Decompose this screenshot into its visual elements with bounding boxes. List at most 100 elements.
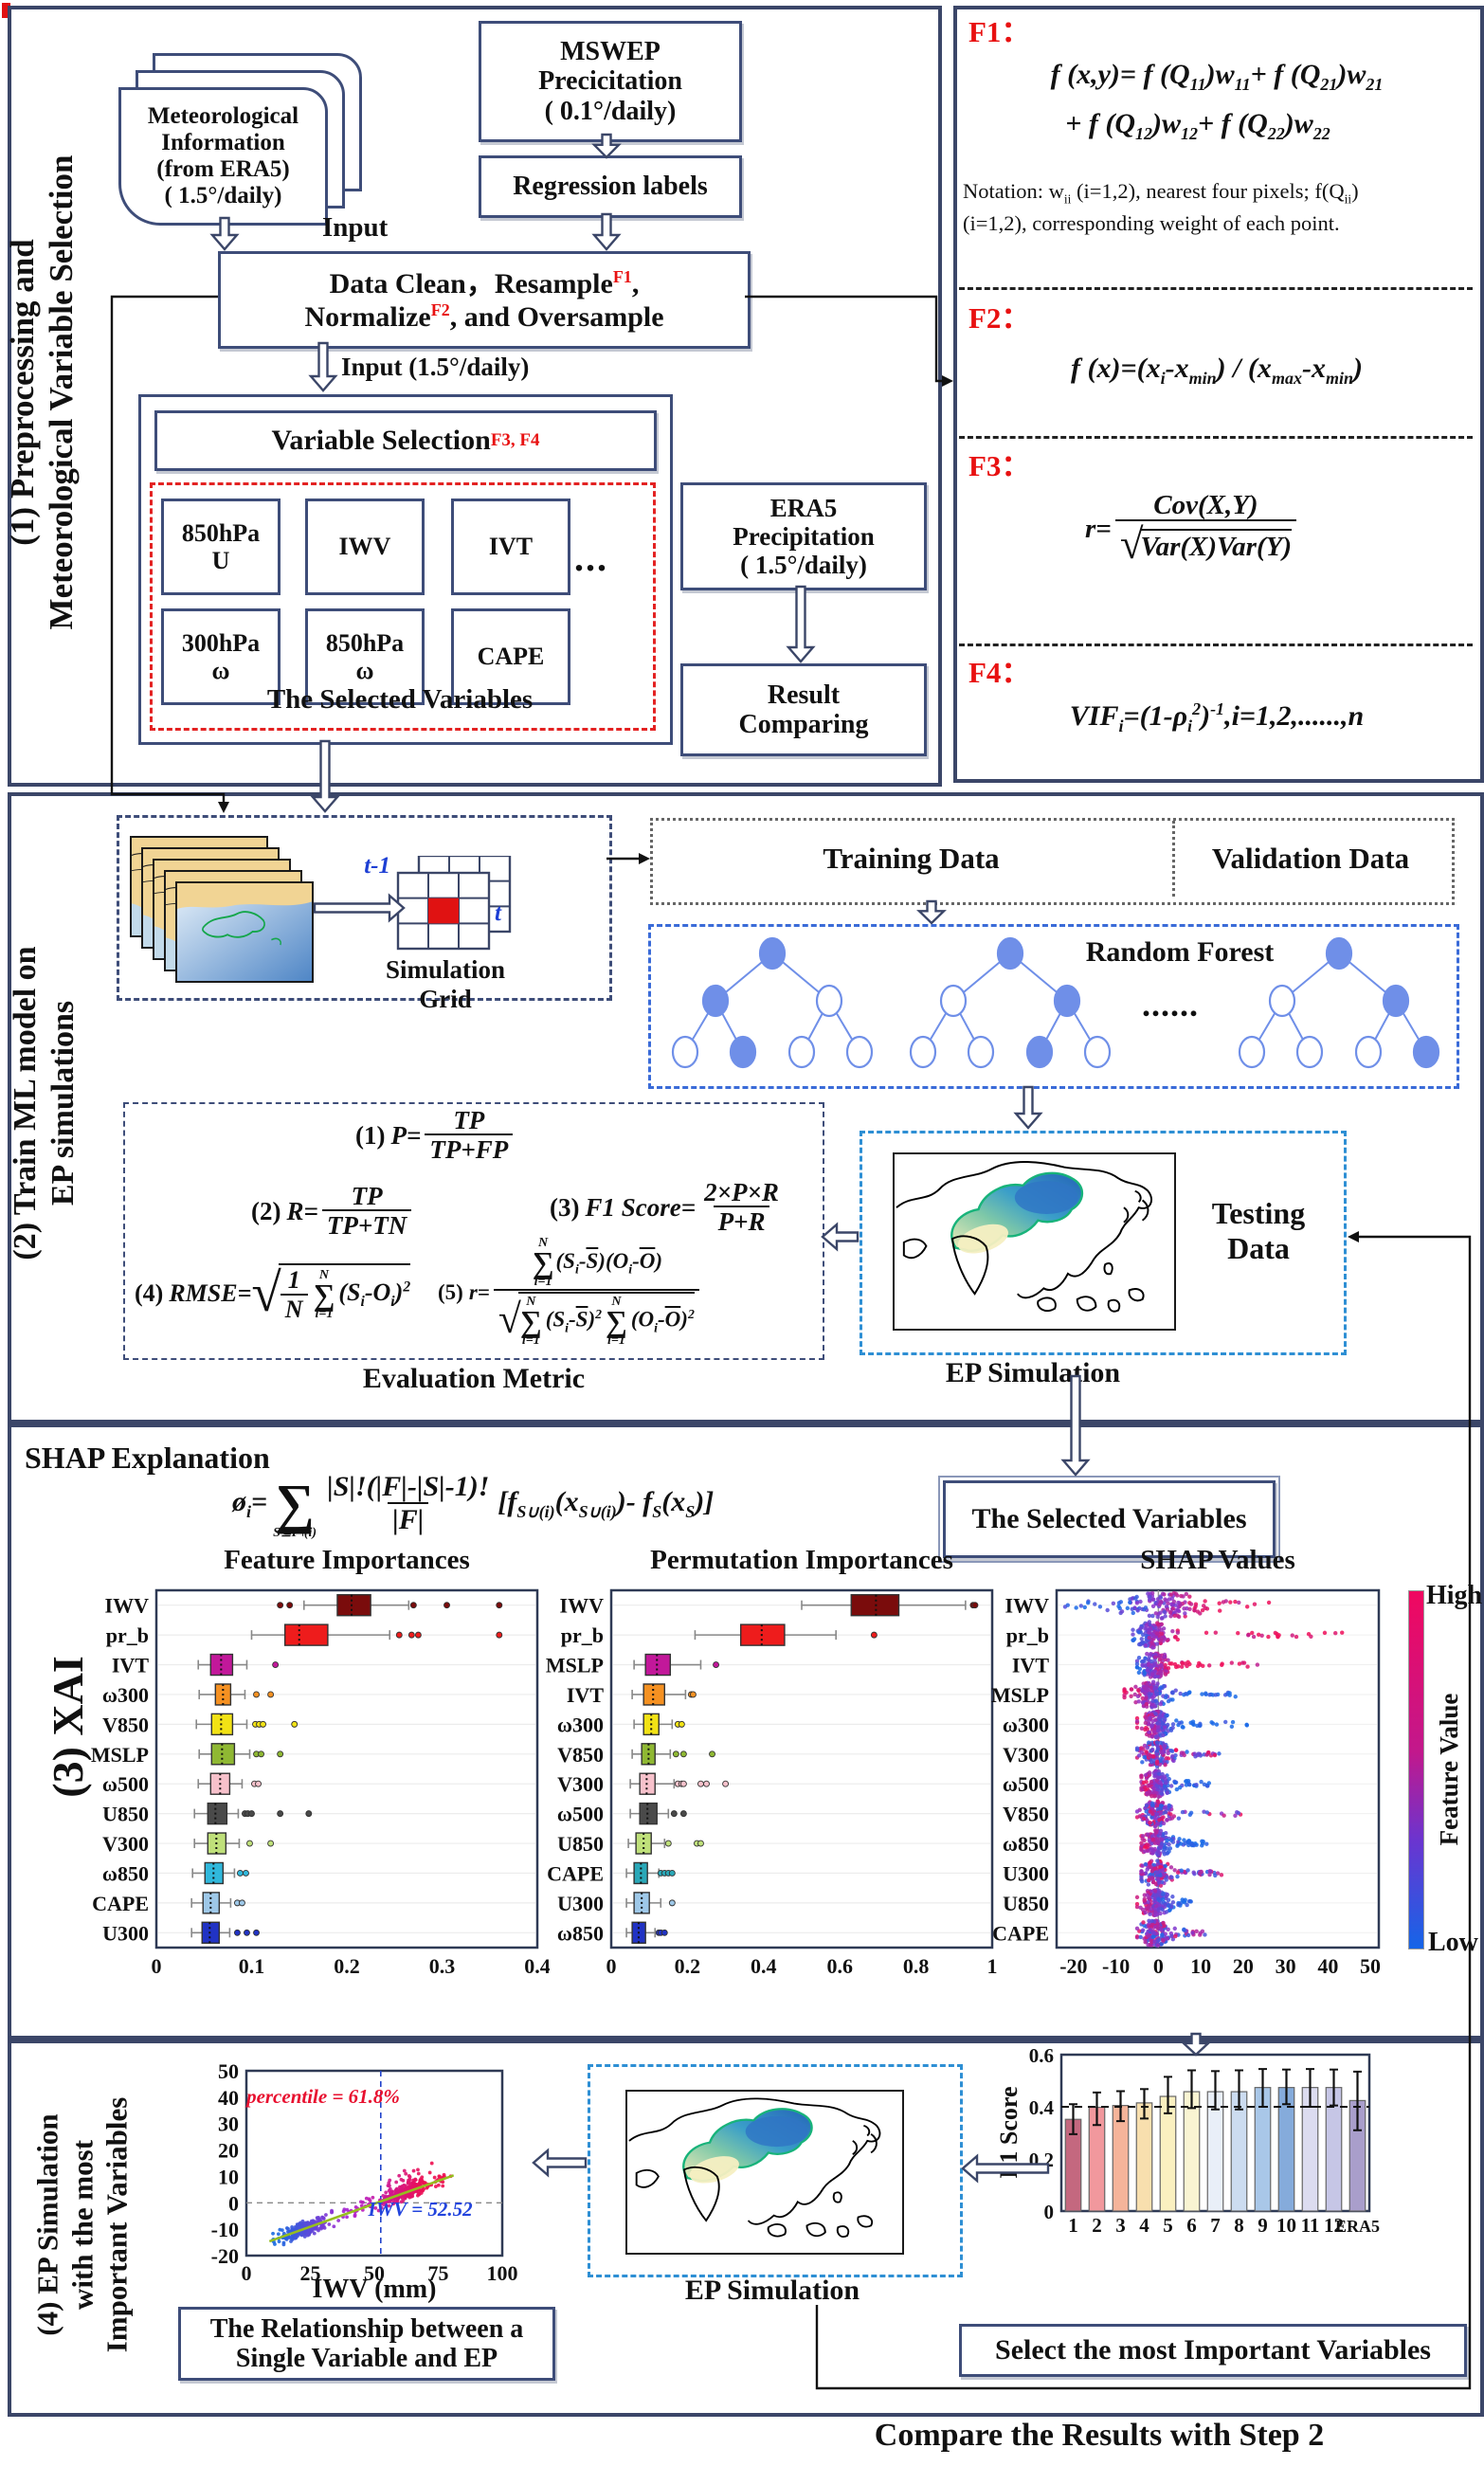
svg-text:0.4: 0.4 xyxy=(1029,2096,1055,2119)
input-maps-dashed-box xyxy=(117,815,612,1001)
section-3-frame xyxy=(8,1423,1484,2040)
met-map-front xyxy=(175,881,314,983)
svg-text:50: 50 xyxy=(1360,1954,1381,1978)
selected-variables-caption: The Selected Variables xyxy=(266,684,534,715)
svg-text:ERA5: ERA5 xyxy=(1335,2217,1380,2236)
svg-text:10: 10 xyxy=(1276,2214,1296,2237)
validation-data-label: Validation Data xyxy=(1211,842,1410,875)
svg-text:0: 0 xyxy=(228,2191,239,2215)
feature-importances-chart: IWV pr_b IVT ω300 V850 MSLP ω500 U850 V300 ω850 CA… xyxy=(91,1588,550,1978)
svg-text:0.2: 0.2 xyxy=(1029,2149,1054,2171)
permutation-importances-title: Permutation Importances xyxy=(650,1545,953,1575)
svg-text:20: 20 xyxy=(218,2139,239,2163)
colorbar-feature-value-label: Feature Value xyxy=(1435,1693,1463,1846)
svg-text:0.4: 0.4 xyxy=(751,1954,777,1978)
svg-text:2: 2 xyxy=(1092,2214,1102,2237)
svg-text:0: 0 xyxy=(606,1954,617,1978)
metric-precision: (1) P= TP TP+FP xyxy=(355,1107,516,1165)
svg-text:V300: V300 xyxy=(102,1832,149,1856)
svg-text:IWV = 52.52: IWV = 52.52 xyxy=(367,2198,473,2221)
shap-formula: øi= ∑ S⊆F\(i) |S|!(|F|-|S|-1)! |F| [fS∪(i)… xyxy=(232,1471,715,1541)
svg-text:3: 3 xyxy=(1115,2214,1126,2237)
svg-text:IWV: IWV xyxy=(560,1594,605,1618)
permutation-importances-chart: IWV pr_b MSLP IVT ω300 V850 V300 ω500 U850 CAPE U3… xyxy=(546,1588,998,1978)
f1-formula-line2: + f (Q12)w12+ f (Q22)w22 xyxy=(1065,108,1330,143)
section-1-frame xyxy=(8,6,942,787)
f1-formula-line1: f (x,y)= f (Q11)w11+ f (Q21)w21 xyxy=(1050,59,1384,94)
svg-text:0.2: 0.2 xyxy=(675,1954,701,1978)
svg-text:V850: V850 xyxy=(102,1713,149,1736)
svg-text:IVT: IVT xyxy=(112,1654,149,1677)
svg-text:1: 1 xyxy=(1068,2214,1078,2237)
svg-text:50: 50 xyxy=(364,2261,385,2285)
svg-text:IVT: IVT xyxy=(567,1683,604,1707)
result-comparing-box: Result Comparing xyxy=(680,663,927,756)
bar-ylabel: F1 Score xyxy=(995,2086,1023,2179)
ep-simulation-label-s2: EP Simulation xyxy=(945,1357,1121,1388)
svg-text:0: 0 xyxy=(1153,1954,1164,1978)
svg-text:MSLP: MSLP xyxy=(91,1743,149,1767)
svg-text:IWV: IWV xyxy=(105,1594,150,1618)
svg-text:4: 4 xyxy=(1139,2214,1149,2237)
scatter-xlabel: IWV (mm) xyxy=(312,2275,437,2304)
section-1-title: (1) Preprocessing and Meteorological Vari… xyxy=(4,154,81,630)
svg-text:8: 8 xyxy=(1234,2214,1244,2237)
separator-f2-f3 xyxy=(959,436,1473,439)
svg-text:-10: -10 xyxy=(1102,1954,1130,1978)
svg-text:ω850: ω850 xyxy=(102,1861,149,1885)
separator-f3-f4 xyxy=(959,644,1473,646)
section-4-frame xyxy=(8,2040,1484,2417)
f2-formula: f (x)=(xi-xmin) / (xmax-xmin) xyxy=(1071,353,1363,388)
svg-text:V300: V300 xyxy=(557,1772,604,1796)
svg-text:7: 7 xyxy=(1210,2214,1221,2237)
svg-text:40: 40 xyxy=(218,2086,239,2110)
shap-values-chart: IWV pr_b IVT MSLP ω300 V300 ω500 V850 ω850 U300 U8… xyxy=(991,1588,1381,1978)
svg-text:0.6: 0.6 xyxy=(826,1954,853,1978)
var-cell-iwv: IWV xyxy=(305,499,425,595)
svg-text:0.3: 0.3 xyxy=(429,1954,456,1978)
svg-text:ω300: ω300 xyxy=(102,1683,149,1707)
svg-text:10: 10 xyxy=(1190,1954,1211,1978)
metric-recall: (2) R= TP TP+TN xyxy=(251,1183,415,1241)
shap-values-title: SHAP Values xyxy=(1140,1545,1295,1575)
testing-data-label: Testing Data xyxy=(1211,1196,1306,1265)
svg-text:ω850: ω850 xyxy=(1003,1832,1049,1856)
svg-text:MSLP: MSLP xyxy=(991,1683,1049,1707)
input-label: Input xyxy=(322,212,389,243)
svg-text:U850: U850 xyxy=(557,1832,604,1856)
var-cell-cape: CAPE xyxy=(451,608,570,705)
simulation-grid-icon xyxy=(396,856,512,951)
svg-text:0: 0 xyxy=(152,1954,162,1978)
svg-text:U300: U300 xyxy=(102,1921,149,1945)
svg-text:ω500: ω500 xyxy=(102,1772,149,1796)
svg-text:25: 25 xyxy=(300,2261,321,2285)
svg-text:6: 6 xyxy=(1186,2214,1197,2237)
f3-label: F3： xyxy=(968,449,1031,482)
relationship-caption-box: The Relationship between a Single Variabl… xyxy=(178,2307,555,2381)
svg-text:U300: U300 xyxy=(1003,1861,1049,1885)
svg-text:CAPE: CAPE xyxy=(92,1892,149,1915)
era5-precip-box: ERA5 Precipitation( 1.5°/daily) xyxy=(680,482,927,590)
regression-labels-box: Regression labels xyxy=(479,155,742,218)
colorbar-high-label: High xyxy=(1426,1581,1483,1610)
f1-label: F1： xyxy=(968,15,1031,48)
svg-text:ω500: ω500 xyxy=(557,1803,604,1826)
training-validation-divider xyxy=(1172,821,1175,897)
svg-text:ω300: ω300 xyxy=(1003,1713,1049,1736)
shap-explanation-header: SHAP Explanation xyxy=(25,1441,270,1475)
data-clean-box: Data Clean，ResampleF1, NormalizeF2, and … xyxy=(218,251,751,349)
var-cell-850u: 850hPa U xyxy=(161,499,281,595)
var-cell-850w: 850hPa ω xyxy=(305,608,425,705)
ellipsis-variables: ... xyxy=(574,536,608,579)
svg-text:U850: U850 xyxy=(102,1803,149,1826)
ep-map-testing xyxy=(893,1152,1176,1331)
svg-text:-20: -20 xyxy=(1059,1954,1087,1978)
svg-text:pr_b: pr_b xyxy=(561,1623,604,1647)
svg-text:0.4: 0.4 xyxy=(524,1954,550,1978)
shap-colorbar xyxy=(1408,1590,1424,1949)
f3-formula: r= Cov(X,Y) √ Var(X)Var(Y) xyxy=(1085,491,1300,569)
